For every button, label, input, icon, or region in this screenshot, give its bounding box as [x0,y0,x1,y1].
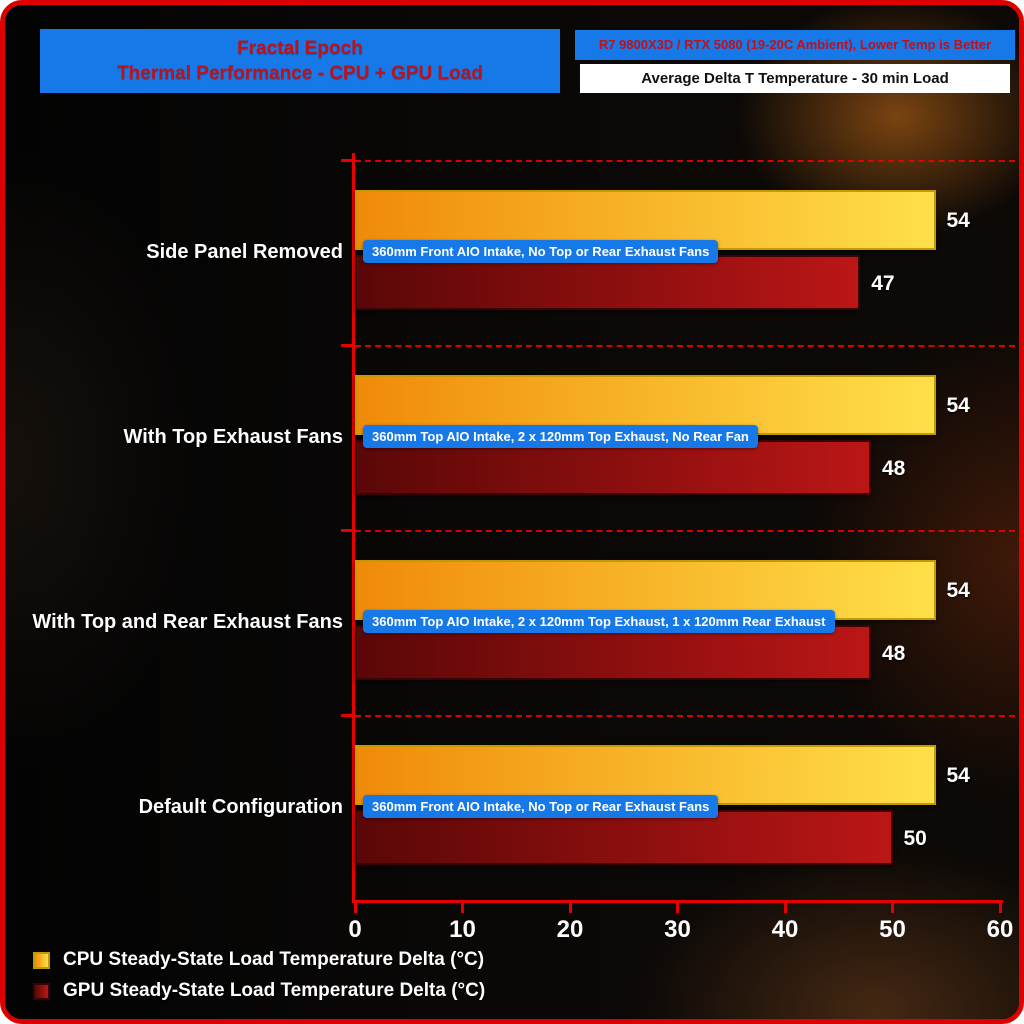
category-label: With Top Exhaust Fans [123,426,343,448]
bar-annotation-badge: 360mm Top AIO Intake, 2 x 120mm Top Exha… [363,425,758,448]
x-axis-tick-label: 20 [556,916,584,943]
x-axis-tick [568,900,572,913]
x-axis-tick [676,900,679,913]
legend-item-gpu: GPU Steady-State Load Temperature Delta … [33,980,485,1002]
bar-value-label: 47 [871,271,895,295]
x-axis-tick [353,900,357,913]
bar-value-label: 48 [882,641,906,665]
bar-value-label: 48 [882,456,906,480]
gpu-bar [355,625,871,680]
x-axis-tick-label: 30 [664,916,691,943]
x-axis-tick-label: 10 [449,916,476,943]
y-axis-tick [341,344,355,347]
measurement-note: Average Delta T Temperature - 30 min Loa… [580,64,1010,93]
bar-value-label: 54 [946,579,970,602]
x-axis-tick-label: 40 [771,916,799,943]
bar-annotation-badge: 360mm Front AIO Intake, No Top or Rear E… [363,795,719,818]
category-separator-line [355,160,1015,162]
bar-value-label: 50 [903,826,927,850]
bar-value-label: 54 [946,764,970,787]
x-axis-tick [783,900,787,913]
x-axis-tick-label: 50 [879,916,906,943]
x-axis-tick [461,900,464,913]
gpu-bar [355,255,861,310]
chart-title-line2: Thermal Performance - CPU + GPU Load [117,62,483,84]
bar-annotation-badge: 360mm Front AIO Intake, No Top or Rear E… [363,240,719,263]
gpu-series-swatch [33,982,50,1000]
category-label: Side Panel Removed [146,241,343,263]
y-axis-tick [341,714,355,717]
y-axis-tick [341,159,355,162]
gpu-bar [355,810,893,865]
y-axis [352,153,355,903]
x-axis-tick-label: 60 [986,916,1014,943]
legend: CPU Steady-State Load Temperature Delta … [33,949,485,1002]
y-axis-tick [341,529,355,532]
cpu-series-swatch [33,951,50,969]
gpu-series-label: GPU Steady-State Load Temperature Delta … [63,980,486,1001]
test-setup-note: R7 9800X3D / RTX 5080 (19-20C Ambient), … [575,30,1015,60]
x-axis-tick [891,900,894,913]
bar-value-label: 54 [946,394,970,417]
category-label: Default Configuration [138,796,343,818]
chart-title-box: Fractal Epoch Thermal Performance - CPU … [40,29,560,93]
category-label: With Top and Rear Exhaust Fans [32,611,343,633]
cpu-series-label: CPU Steady-State Load Temperature Delta … [63,949,485,970]
category-separator-line [355,345,1015,347]
chart-plot-area: Side Panel Removed 54 47 360mm Front AIO In… [5,5,1019,1019]
x-axis-tick [998,900,1002,913]
bar-value-label: 54 [946,209,970,232]
bar-annotation-badge: 360mm Top AIO Intake, 2 x 120mm Top Exha… [363,610,835,633]
legend-item-cpu: CPU Steady-State Load Temperature Delta … [33,949,485,971]
category-separator-line [355,530,1015,532]
category-separator-line [355,715,1015,717]
x-axis-tick-label: 0 [348,916,362,943]
chart-title-line1: Fractal Epoch [237,37,363,59]
gpu-bar [355,440,871,495]
